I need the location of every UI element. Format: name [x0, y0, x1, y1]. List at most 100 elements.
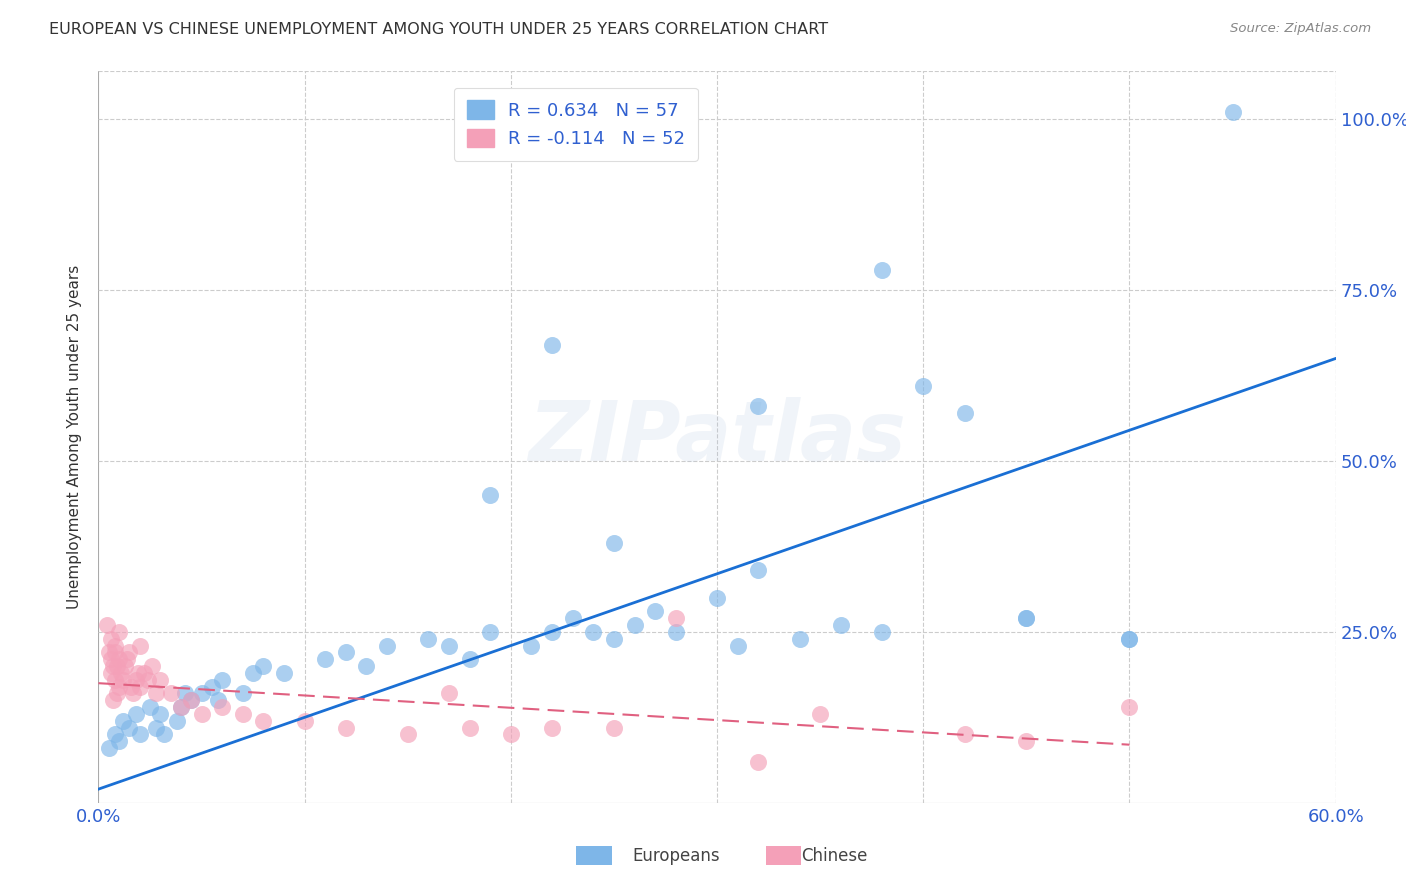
Point — [174, 686, 197, 700]
Point — [97, 741, 120, 756]
Text: Chinese: Chinese — [801, 847, 868, 865]
Point — [335, 721, 357, 735]
Point — [170, 700, 193, 714]
Point — [356, 659, 378, 673]
Point — [953, 406, 976, 420]
Point — [100, 652, 122, 666]
Point — [101, 659, 124, 673]
Point — [180, 693, 202, 707]
Point — [128, 680, 150, 694]
Text: ZIPatlas: ZIPatlas — [529, 397, 905, 477]
Point — [706, 591, 728, 605]
Point — [437, 639, 460, 653]
Point — [1015, 734, 1038, 748]
Point — [114, 659, 136, 673]
Point — [561, 611, 583, 625]
Point — [105, 686, 128, 700]
Point — [101, 693, 124, 707]
Point — [104, 639, 127, 653]
Point — [1118, 632, 1140, 646]
Point — [644, 604, 666, 618]
Point — [418, 632, 440, 646]
Point — [747, 755, 769, 769]
Point — [789, 632, 811, 646]
Point — [437, 686, 460, 700]
Point — [149, 706, 172, 721]
Legend: R = 0.634   N = 57, R = -0.114   N = 52: R = 0.634 N = 57, R = -0.114 N = 52 — [454, 87, 697, 161]
Point — [166, 714, 188, 728]
Point — [170, 700, 193, 714]
Point — [499, 727, 522, 741]
Point — [118, 721, 141, 735]
Point — [97, 645, 120, 659]
Point — [149, 673, 172, 687]
Point — [132, 665, 155, 680]
Point — [153, 727, 176, 741]
Point — [458, 652, 481, 666]
Point — [190, 706, 212, 721]
Point — [541, 338, 564, 352]
Point — [141, 659, 163, 673]
Text: Source: ZipAtlas.com: Source: ZipAtlas.com — [1230, 22, 1371, 36]
Point — [1015, 611, 1038, 625]
Point — [314, 652, 336, 666]
Point — [128, 639, 150, 653]
Point — [190, 686, 212, 700]
Point — [242, 665, 264, 680]
Point — [830, 618, 852, 632]
Point — [727, 639, 749, 653]
Point — [479, 488, 502, 502]
Point — [1118, 700, 1140, 714]
Point — [108, 680, 131, 694]
Point — [112, 714, 135, 728]
Point — [335, 645, 357, 659]
Point — [108, 734, 131, 748]
Point — [479, 624, 502, 639]
Point — [1118, 632, 1140, 646]
Point — [232, 686, 254, 700]
Point — [665, 611, 688, 625]
Point — [110, 665, 132, 680]
Point — [294, 714, 316, 728]
Point — [747, 400, 769, 414]
Point — [211, 700, 233, 714]
Point — [207, 693, 229, 707]
Point — [1222, 105, 1244, 120]
Point — [128, 727, 150, 741]
Point — [104, 673, 127, 687]
Point — [122, 686, 145, 700]
Point — [145, 686, 167, 700]
Point — [870, 262, 893, 277]
Point — [623, 618, 645, 632]
Point — [396, 727, 419, 741]
Point — [252, 659, 274, 673]
Point — [127, 665, 149, 680]
Point — [747, 563, 769, 577]
Point — [603, 721, 626, 735]
Point — [375, 639, 398, 653]
Point — [105, 659, 128, 673]
Point — [870, 624, 893, 639]
Point — [520, 639, 543, 653]
Point — [118, 645, 141, 659]
Point — [180, 693, 202, 707]
Point — [104, 727, 127, 741]
Point — [582, 624, 605, 639]
Point — [112, 673, 135, 687]
Point — [912, 379, 935, 393]
Point — [252, 714, 274, 728]
Point — [108, 624, 131, 639]
Point — [100, 665, 122, 680]
Point — [100, 632, 122, 646]
Point — [273, 665, 295, 680]
Point — [117, 652, 139, 666]
Point — [1015, 611, 1038, 625]
Text: Europeans: Europeans — [633, 847, 720, 865]
Point — [541, 721, 564, 735]
Point — [159, 686, 181, 700]
Point — [124, 673, 146, 687]
Point — [808, 706, 831, 721]
Point — [953, 727, 976, 741]
Point — [201, 680, 224, 694]
Point — [145, 721, 167, 735]
